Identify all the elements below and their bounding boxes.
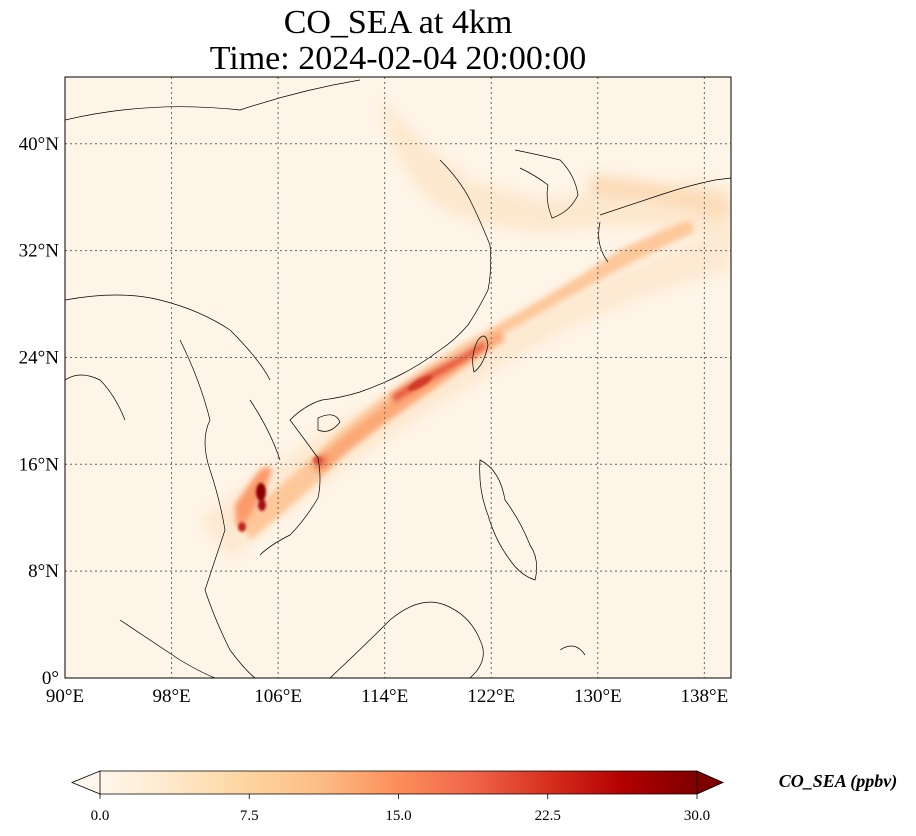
colorbar-extend-low — [70, 770, 101, 795]
lat-tick-label: 16°N — [19, 454, 60, 475]
lon-tick-label: 138°E — [681, 686, 729, 707]
map-frame — [64, 76, 732, 679]
map-title-line1: CO_SEA at 4km — [283, 4, 513, 41]
lon-tick-label: 114°E — [361, 686, 408, 707]
lon-tick-label: 98°E — [152, 686, 190, 707]
colorbar: 0.0 7.5 15.0 22.5 30.0 CO_SEA (ppbv) — [70, 770, 898, 824]
colorbar-tick-label: 30.0 — [684, 808, 710, 824]
lon-tick-label: 130°E — [574, 686, 622, 707]
coastlines — [65, 79, 731, 678]
colorbar-tick-label: 15.0 — [385, 808, 411, 824]
lat-tick-label: 8°N — [28, 561, 59, 582]
colorbar-tick-label: 7.5 — [240, 808, 259, 824]
gridlines — [65, 77, 731, 678]
map-background — [65, 77, 731, 678]
colorbar-tick-label: 22.5 — [535, 808, 561, 824]
lon-tick-label: 106°E — [254, 686, 302, 707]
lat-tick-label: 32°N — [19, 241, 60, 262]
latitude-tick-labels: 0° 8°N 16°N 24°N 32°N 40°N — [19, 134, 60, 689]
colorbar-extend-high — [696, 770, 724, 795]
lon-tick-label: 90°E — [46, 686, 84, 707]
colorbar-body — [100, 771, 697, 794]
longitude-tick-labels: 90°E 98°E 106°E 114°E 122°E 130°E 138°E — [46, 686, 728, 707]
colorbar-tick-label: 0.0 — [91, 808, 110, 824]
colorbar-label: CO_SEA (ppbv) — [779, 771, 898, 792]
lon-tick-label: 122°E — [467, 686, 515, 707]
map-title-line2: Time: 2024-02-04 20:00:00 — [209, 40, 587, 77]
lat-tick-label: 0° — [42, 668, 59, 689]
lat-tick-label: 40°N — [19, 134, 60, 155]
lat-tick-label: 24°N — [19, 347, 60, 368]
